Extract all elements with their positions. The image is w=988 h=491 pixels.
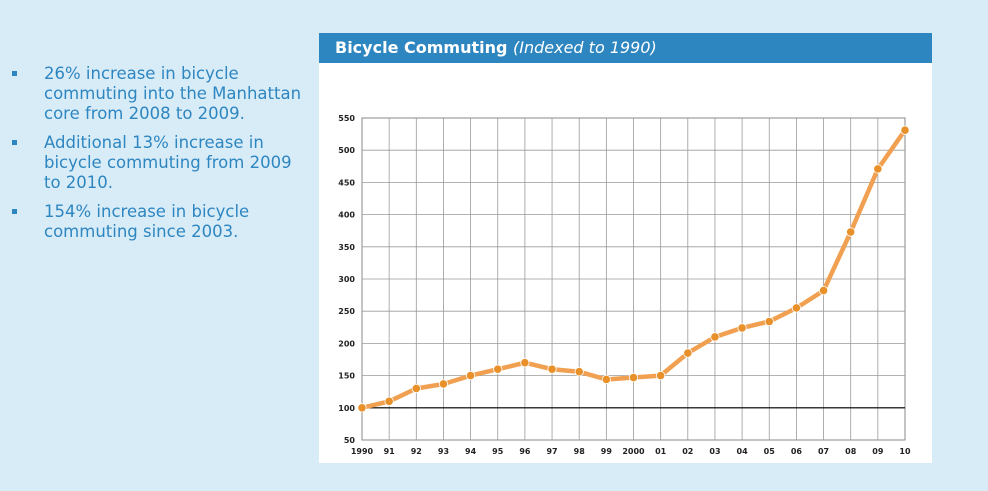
data-point: [900, 125, 910, 135]
x-tick-label: 05: [764, 447, 776, 456]
data-point: [737, 323, 747, 333]
chart-title: Bicycle Commuting (Indexed to 1990): [335, 38, 657, 57]
x-tick-label: 96: [519, 447, 531, 456]
x-tick-label: 91: [384, 447, 396, 456]
x-tick-label: 92: [411, 447, 422, 456]
bullet-item: 26% increase in bicycle commuting into t…: [12, 64, 312, 124]
y-tick-label: 100: [338, 404, 355, 413]
x-tick-label: 07: [818, 447, 829, 456]
bullet-item: 154% increase in bicycle commuting since…: [12, 202, 312, 242]
chart-panel: Bicycle Commuting (Indexed to 1990) 50 10…: [319, 33, 932, 463]
x-tick-label: 02: [682, 447, 693, 456]
data-point: [411, 383, 421, 394]
chart-header: Bicycle Commuting (Indexed to 1990): [319, 33, 932, 63]
y-tick-label: 350: [338, 243, 355, 252]
chart-subtitle: (Indexed to 1990): [513, 38, 657, 57]
x-tick-label: 04: [737, 447, 749, 456]
data-point: [547, 364, 557, 374]
x-tick-label: 08: [845, 447, 857, 456]
bullet-marker: [12, 71, 17, 76]
bullet-marker: [12, 140, 17, 145]
bullet-text: 26% increase in bicycle commuting into t…: [44, 64, 302, 123]
data-point: [873, 164, 883, 174]
x-tick-label: 03: [709, 447, 720, 456]
bullet-list: 26% increase in bicycle commuting into t…: [12, 64, 312, 251]
data-point: [520, 358, 530, 368]
bullet-marker: [12, 209, 17, 214]
y-tick-label: 50: [344, 436, 356, 445]
data-point: [466, 370, 476, 381]
x-tick-label: 01: [655, 447, 667, 456]
bullet-item: Additional 13% increase in bicycle commu…: [12, 133, 312, 193]
data-point: [628, 372, 639, 383]
y-tick-label: 150: [338, 372, 355, 381]
y-tick-label: 500: [338, 146, 355, 155]
data-point: [384, 396, 394, 406]
y-tick-label: 200: [338, 339, 355, 348]
y-tick-label: 450: [338, 178, 355, 187]
x-tick-label: 1990: [351, 447, 374, 456]
data-point: [791, 303, 801, 313]
data-point: [846, 227, 856, 237]
data-point: [357, 403, 367, 413]
y-tick-label: 400: [338, 211, 355, 220]
data-point: [438, 379, 449, 389]
x-tick-label: 95: [492, 447, 504, 456]
y-tick-label: 550: [338, 114, 355, 123]
x-tick-label: 06: [791, 447, 803, 456]
data-point: [764, 316, 774, 327]
data-point: [710, 332, 720, 342]
data-point: [818, 285, 829, 296]
data-point: [656, 370, 666, 381]
data-point: [601, 374, 611, 385]
data-point: [493, 364, 503, 374]
x-tick-label: 93: [438, 447, 449, 456]
x-tick-label: 2000: [622, 447, 645, 456]
x-tick-label: 98: [574, 447, 586, 456]
x-tick-label: 10: [899, 447, 911, 456]
bullet-text: 154% increase in bicycle commuting since…: [44, 202, 250, 241]
x-tick-label: 99: [601, 447, 613, 456]
y-tick-label: 250: [338, 307, 355, 316]
chart-title-text: Bicycle Commuting: [335, 38, 508, 57]
x-tick-label: 09: [872, 447, 884, 456]
line-chart: 50 100 150 200 250 300 350 400 450 500 550 1990 91 92…: [338, 114, 911, 456]
x-tick-label: 94: [465, 447, 477, 456]
y-tick-label: 300: [338, 275, 355, 284]
bullet-text: Additional 13% increase in bicycle commu…: [44, 133, 292, 192]
data-point: [683, 348, 693, 358]
x-tick-label: 97: [546, 447, 557, 456]
data-point: [574, 367, 584, 377]
